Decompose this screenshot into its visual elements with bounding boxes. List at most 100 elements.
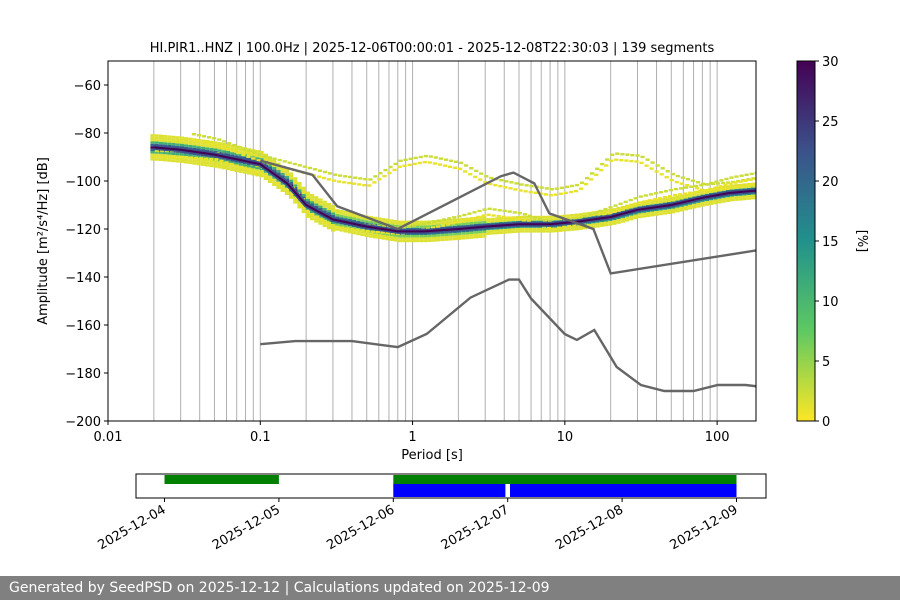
heatmap-cell <box>507 210 512 213</box>
heatmap-cell <box>593 211 598 214</box>
heatmap-cell <box>595 225 600 228</box>
heatmap-cell <box>652 198 657 201</box>
heatmap-cell <box>419 220 424 223</box>
heatmap-cell <box>469 234 474 237</box>
heatmap-cell <box>717 186 722 190</box>
heatmap-cell <box>734 196 739 199</box>
heatmap-cell <box>293 196 298 199</box>
heatmap-cell <box>511 217 516 220</box>
heatmap-cell <box>314 201 319 204</box>
heatmap-cell <box>335 223 340 226</box>
heatmap-cell <box>289 172 294 175</box>
heatmap-cell <box>646 212 651 215</box>
heatmap-cell <box>377 178 382 181</box>
heatmap-cell <box>214 158 219 161</box>
heatmap-cell <box>355 228 360 231</box>
heatmap-cell <box>427 237 432 240</box>
heatmap-cell <box>570 214 575 217</box>
heatmap-cell <box>209 162 214 165</box>
heatmap-cell <box>440 221 445 225</box>
heatmap-cell <box>209 157 214 161</box>
heatmap-cell <box>482 220 487 224</box>
heatmap-cell <box>219 159 224 163</box>
heatmap-cell <box>297 201 302 204</box>
heatmap-cell <box>669 178 674 182</box>
heatmap-cell <box>573 217 578 221</box>
heatmap-cell <box>209 150 214 153</box>
heatmap-cell <box>630 153 635 157</box>
heatmap-cell <box>385 221 390 224</box>
heatmap-cell <box>154 139 159 142</box>
colorbar-tick-label: 0 <box>822 415 830 430</box>
heatmap-cell <box>196 160 201 163</box>
heatmap-cell <box>188 159 193 162</box>
heatmap-cell <box>618 202 623 205</box>
heatmap-cell <box>175 160 180 163</box>
heatmap-cell <box>385 218 390 222</box>
y-tick-label: −200 <box>65 415 101 430</box>
heatmap-cell <box>594 173 599 176</box>
heatmap-cell <box>604 219 609 222</box>
heatmap-cell <box>465 229 470 232</box>
heatmap-cell <box>647 199 652 202</box>
heatmap-cell <box>150 141 155 144</box>
heatmap-cell <box>696 205 701 208</box>
timeline-panel: 2025-12-04 2025-12-05 2025-12-06 2025-12-07… <box>96 473 767 553</box>
heatmap-cell <box>206 142 211 145</box>
heatmap-cell <box>553 225 558 228</box>
y-tick-label: −180 <box>65 367 101 382</box>
heatmap-cell <box>381 220 386 223</box>
heatmap-cell <box>389 238 394 241</box>
heatmap-cell <box>624 159 629 162</box>
heatmap-cell <box>473 221 478 224</box>
heatmap-cell <box>724 177 729 181</box>
heatmap-cell <box>598 209 603 213</box>
heatmap-cell <box>587 223 592 227</box>
heatmap-cell <box>734 198 739 201</box>
heatmap-cell <box>553 193 558 196</box>
heatmap-cell <box>410 223 415 226</box>
heatmap-cell <box>305 215 310 218</box>
heatmap-cell <box>657 197 662 200</box>
heatmap-cell <box>684 184 689 187</box>
heatmap-cell <box>175 143 180 146</box>
heatmap-cell <box>700 182 706 185</box>
heatmap-cell <box>427 234 432 238</box>
heatmap-cell <box>230 161 235 164</box>
heatmap-cell <box>668 188 674 192</box>
heatmap-cell <box>335 213 340 217</box>
timeline-tick-label: 2025-12-08 <box>553 502 626 553</box>
heatmap-cell <box>360 219 365 222</box>
heatmap-cell <box>255 174 260 177</box>
heatmap-cell <box>229 162 234 166</box>
heatmap-cell <box>217 138 222 141</box>
heatmap-cell <box>305 196 310 199</box>
heatmap-cell <box>499 226 504 230</box>
heatmap-cell <box>574 228 579 231</box>
heatmap-cell <box>528 190 533 194</box>
heatmap-cell <box>463 170 468 173</box>
heatmap-cell <box>167 159 172 162</box>
heatmap-cell <box>614 158 619 161</box>
colorbar-ticks: 0 5 10 15 20 25 30 <box>815 55 839 430</box>
heatmap-cell <box>310 217 315 221</box>
heatmap-cell <box>406 239 411 243</box>
heatmap-cell <box>158 134 163 137</box>
heatmap-cell <box>213 150 218 154</box>
heatmap-cell <box>364 234 369 237</box>
heatmap-cell <box>433 156 438 159</box>
heatmap-cell <box>616 216 621 219</box>
heatmap-cell <box>578 213 583 216</box>
heatmap-cell <box>643 194 648 197</box>
heatmap-cell <box>224 161 229 164</box>
heatmap-cell <box>347 231 352 234</box>
heatmap-cell <box>607 212 612 215</box>
heatmap-cell <box>629 218 634 221</box>
heatmap-cell <box>465 220 470 223</box>
heatmap-cell <box>595 210 600 214</box>
heatmap-cell <box>192 155 197 158</box>
heatmap-cell <box>417 161 422 165</box>
heatmap-cell <box>557 229 562 232</box>
heatmap-cell <box>599 222 604 225</box>
heatmap-cell <box>503 231 508 234</box>
